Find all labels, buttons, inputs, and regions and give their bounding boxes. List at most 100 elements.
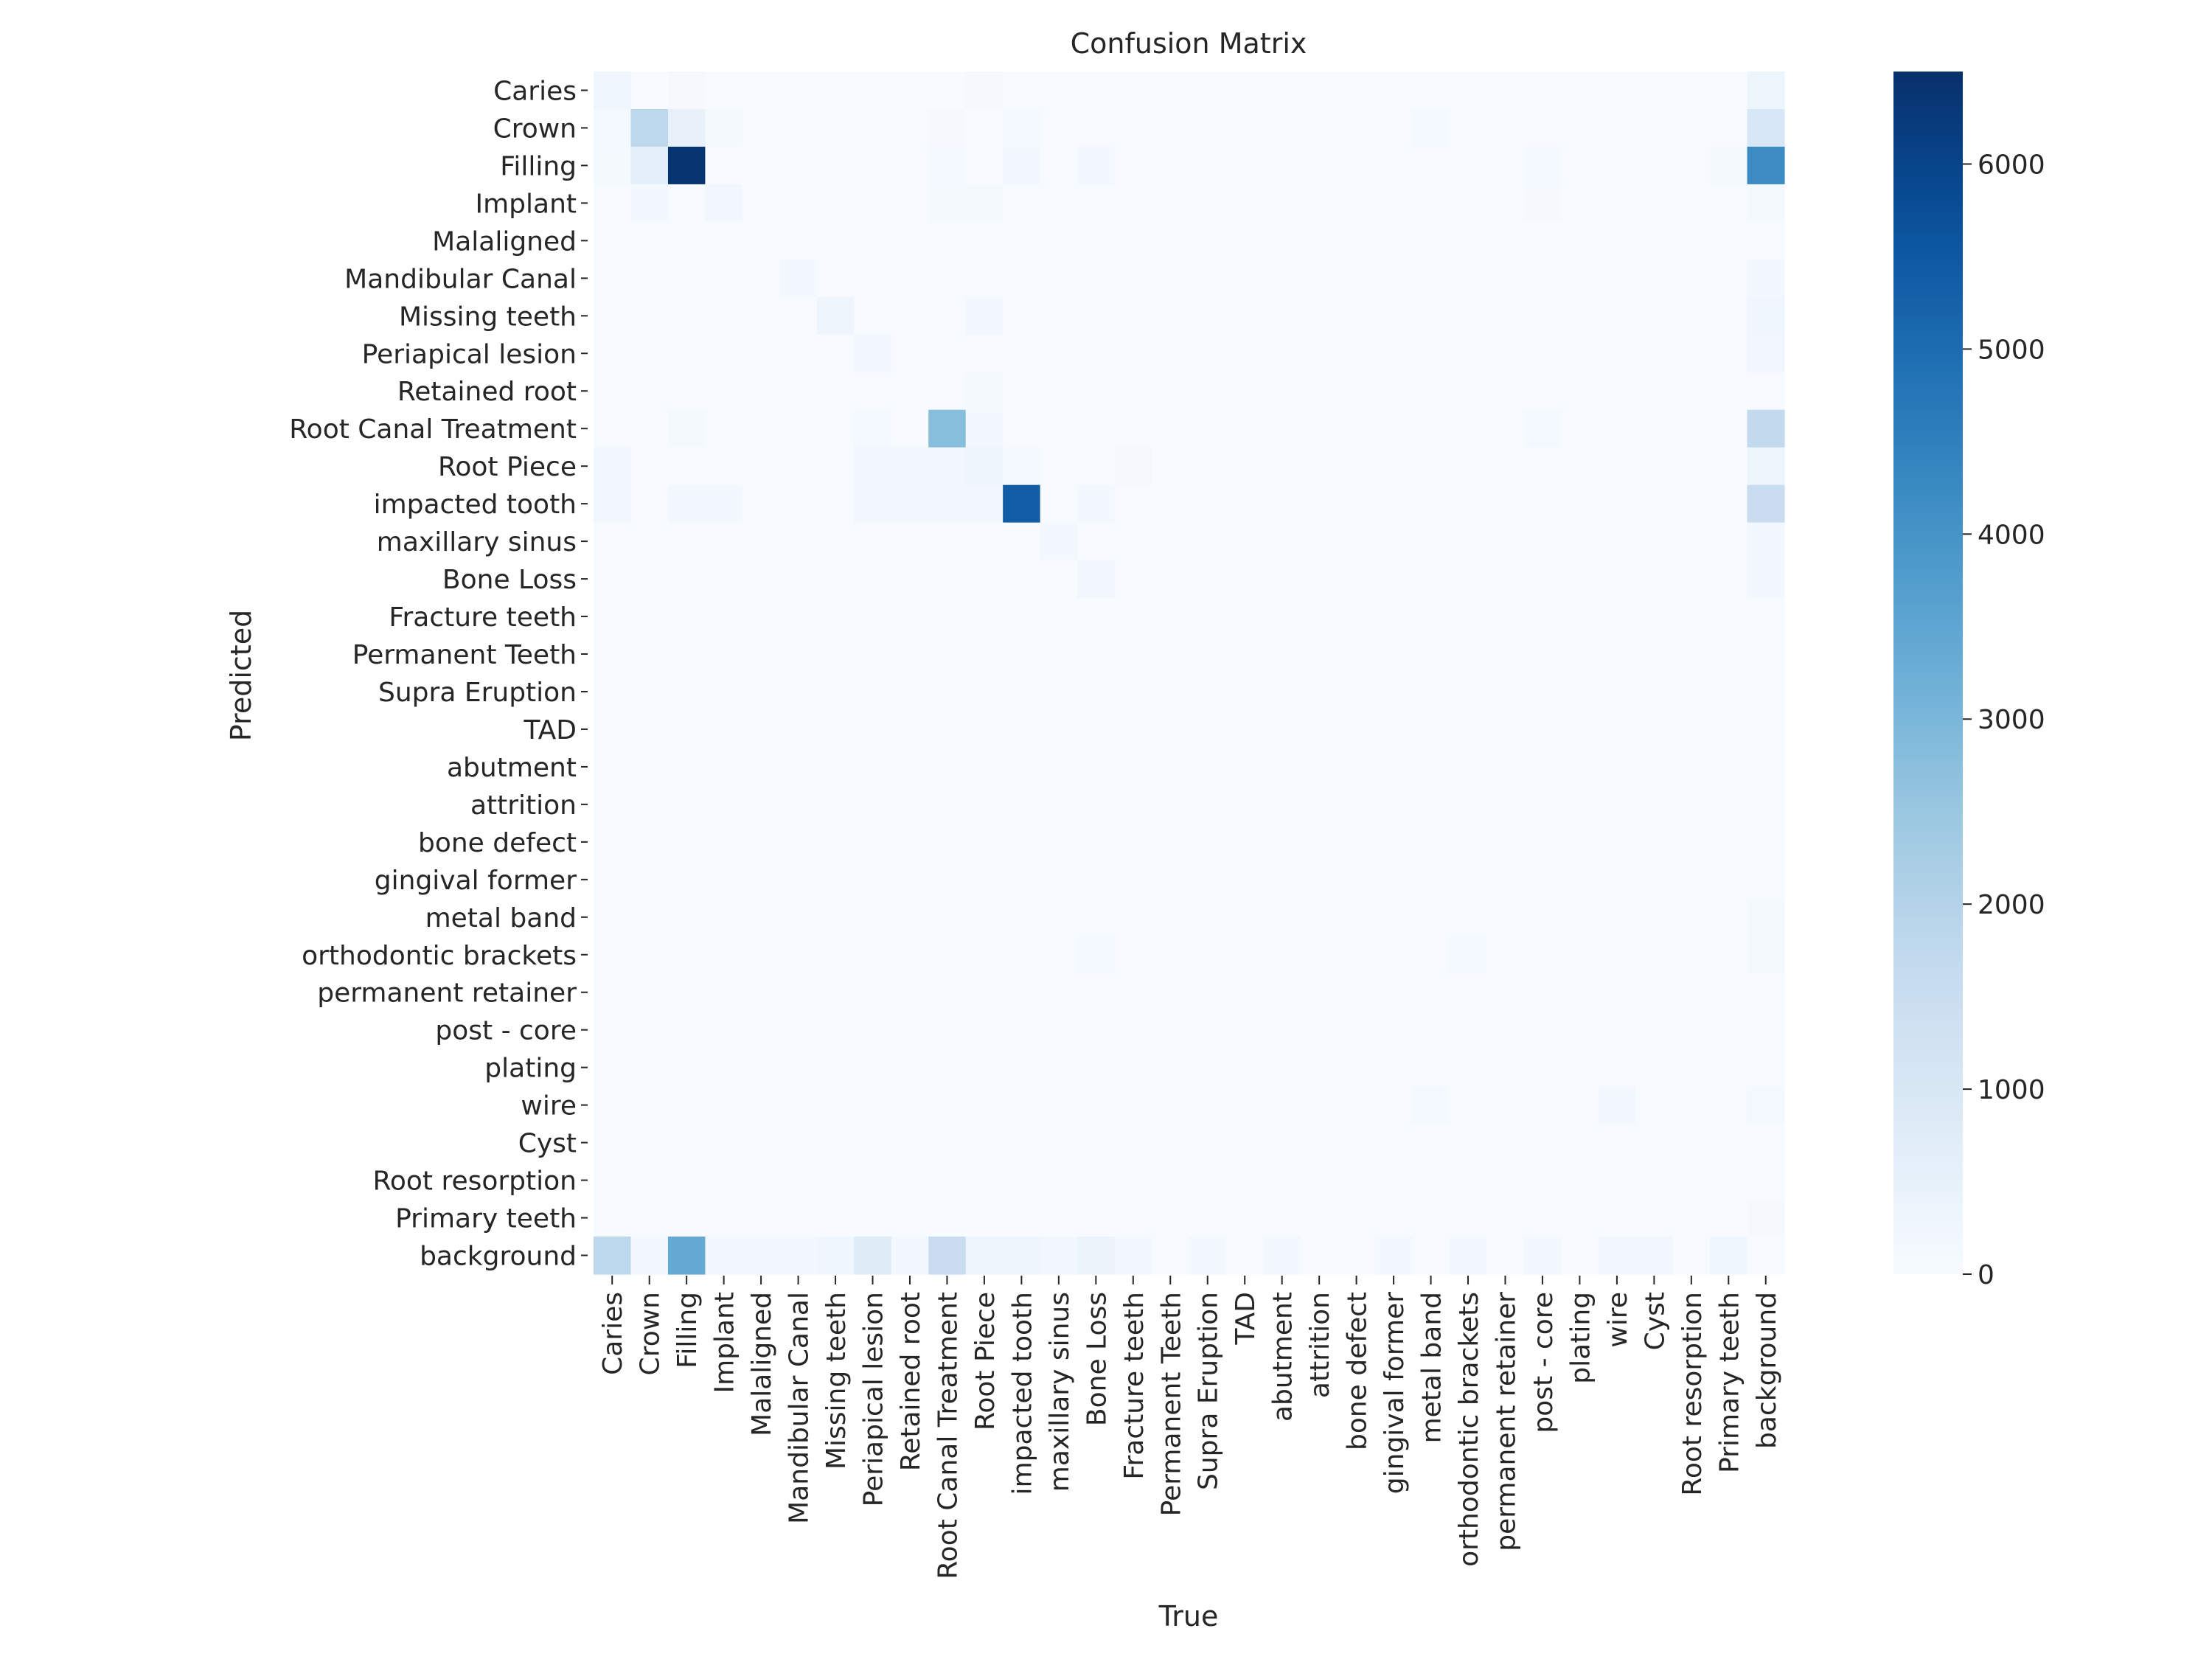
heatmap-cell bbox=[594, 748, 632, 787]
heatmap-cell bbox=[1412, 785, 1450, 824]
heatmap-cell bbox=[705, 710, 743, 749]
heatmap-cell bbox=[1412, 1124, 1450, 1162]
heatmap-cell bbox=[1263, 184, 1301, 223]
heatmap-cell bbox=[1077, 936, 1116, 974]
heatmap-cell bbox=[1747, 560, 1785, 599]
x-tick-label: plating bbox=[1565, 1292, 1596, 1384]
heatmap-cell bbox=[1225, 334, 1265, 373]
heatmap-cell bbox=[1338, 296, 1376, 335]
heatmap-cell bbox=[1338, 447, 1376, 486]
heatmap-cell bbox=[928, 484, 967, 524]
heatmap-cell bbox=[1263, 72, 1301, 110]
heatmap-cell bbox=[1189, 296, 1227, 335]
heatmap-cell bbox=[1189, 973, 1227, 1012]
heatmap-cell bbox=[630, 936, 669, 974]
heatmap-cell bbox=[1598, 1049, 1636, 1087]
heatmap-cell bbox=[891, 484, 929, 524]
heatmap-cell bbox=[742, 785, 780, 824]
heatmap-cell bbox=[1040, 785, 1078, 824]
x-tick-label: Mandibular Canal bbox=[785, 1292, 815, 1524]
heatmap-cell bbox=[1598, 1011, 1636, 1049]
heatmap-cell bbox=[1189, 936, 1227, 974]
heatmap-cell bbox=[1040, 184, 1078, 223]
heatmap-cell bbox=[928, 785, 967, 824]
heatmap-cell bbox=[1114, 259, 1152, 298]
heatmap-cell bbox=[1672, 860, 1711, 899]
x-tick-label: impacted tooth bbox=[1007, 1292, 1037, 1495]
heatmap-cell bbox=[1003, 484, 1041, 524]
heatmap-cell bbox=[1486, 522, 1525, 561]
heatmap-cell bbox=[1040, 823, 1078, 861]
heatmap-cell bbox=[1040, 1161, 1078, 1200]
heatmap-cell bbox=[1189, 447, 1227, 486]
heatmap-cell bbox=[928, 372, 967, 411]
heatmap-cell bbox=[854, 409, 892, 448]
heatmap-cell bbox=[667, 973, 706, 1012]
heatmap-cell bbox=[1412, 710, 1450, 749]
heatmap-cell bbox=[1374, 672, 1413, 712]
heatmap-cell bbox=[1040, 1011, 1078, 1049]
x-tick-label: orthodontic brackets bbox=[1454, 1292, 1484, 1567]
heatmap-cell bbox=[742, 1011, 780, 1049]
heatmap-cell bbox=[1412, 1011, 1450, 1049]
heatmap-cell bbox=[891, 108, 929, 147]
heatmap-cell bbox=[1077, 748, 1116, 787]
heatmap-cell bbox=[1338, 1086, 1376, 1124]
colorbar-tick-label: 4000 bbox=[1978, 520, 2045, 550]
heatmap-cell bbox=[1114, 372, 1152, 411]
heatmap-cell bbox=[1040, 973, 1078, 1012]
heatmap-cell bbox=[667, 823, 706, 861]
heatmap-cell bbox=[1040, 898, 1078, 936]
heatmap-cell bbox=[965, 522, 1004, 561]
heatmap-cell bbox=[1449, 1237, 1487, 1275]
heatmap-cell bbox=[1003, 259, 1041, 298]
heatmap-cell bbox=[965, 72, 1004, 110]
heatmap-cell bbox=[594, 1237, 632, 1275]
heatmap-cell bbox=[1225, 860, 1265, 899]
heatmap-cell bbox=[1225, 259, 1265, 298]
heatmap-cell bbox=[816, 1049, 855, 1087]
heatmap-cell bbox=[1300, 1199, 1338, 1237]
heatmap-cell bbox=[630, 1199, 669, 1237]
heatmap-cell bbox=[1449, 597, 1487, 636]
heatmap-cell bbox=[816, 898, 855, 936]
heatmap-cell bbox=[742, 296, 780, 335]
heatmap-cell bbox=[1374, 823, 1413, 861]
heatmap-cell bbox=[594, 221, 632, 260]
heatmap-cell bbox=[1710, 936, 1748, 974]
heatmap-cell bbox=[1486, 72, 1525, 110]
heatmap-cell bbox=[742, 597, 780, 636]
heatmap-cell bbox=[965, 484, 1004, 524]
heatmap-cell bbox=[1338, 597, 1376, 636]
heatmap-cell bbox=[1672, 184, 1711, 223]
heatmap-cell bbox=[965, 108, 1004, 147]
heatmap-cell bbox=[594, 1049, 632, 1087]
heatmap-cell bbox=[1114, 334, 1152, 373]
heatmap-cell bbox=[1374, 296, 1413, 335]
y-tick-label: Filling bbox=[500, 151, 577, 181]
heatmap-cell bbox=[779, 409, 818, 448]
heatmap-cell bbox=[1635, 597, 1674, 636]
heatmap-cell bbox=[594, 823, 632, 861]
heatmap-cell bbox=[1672, 672, 1711, 712]
heatmap-cell bbox=[1635, 748, 1674, 787]
heatmap-cell bbox=[1449, 1124, 1487, 1162]
x-tick-label: Filling bbox=[672, 1292, 703, 1369]
heatmap-cell bbox=[1449, 221, 1487, 260]
heatmap-cell bbox=[1449, 748, 1487, 787]
heatmap-cell bbox=[928, 635, 967, 674]
heatmap-cell bbox=[742, 184, 780, 223]
heatmap-cell bbox=[1412, 672, 1450, 712]
heatmap-cell bbox=[594, 522, 632, 561]
heatmap-cell bbox=[1598, 748, 1636, 787]
heatmap-cell bbox=[1710, 1086, 1748, 1124]
x-tick-label: Crown bbox=[636, 1292, 666, 1375]
heatmap-cell bbox=[1300, 72, 1338, 110]
heatmap-cell bbox=[1449, 484, 1487, 524]
heatmap-cell bbox=[965, 1237, 1004, 1275]
heatmap-cell bbox=[1338, 748, 1376, 787]
heatmap-cell bbox=[667, 672, 706, 712]
heatmap-cell bbox=[816, 72, 855, 110]
heatmap-cell bbox=[1225, 1199, 1265, 1237]
heatmap-cell bbox=[667, 1237, 706, 1275]
